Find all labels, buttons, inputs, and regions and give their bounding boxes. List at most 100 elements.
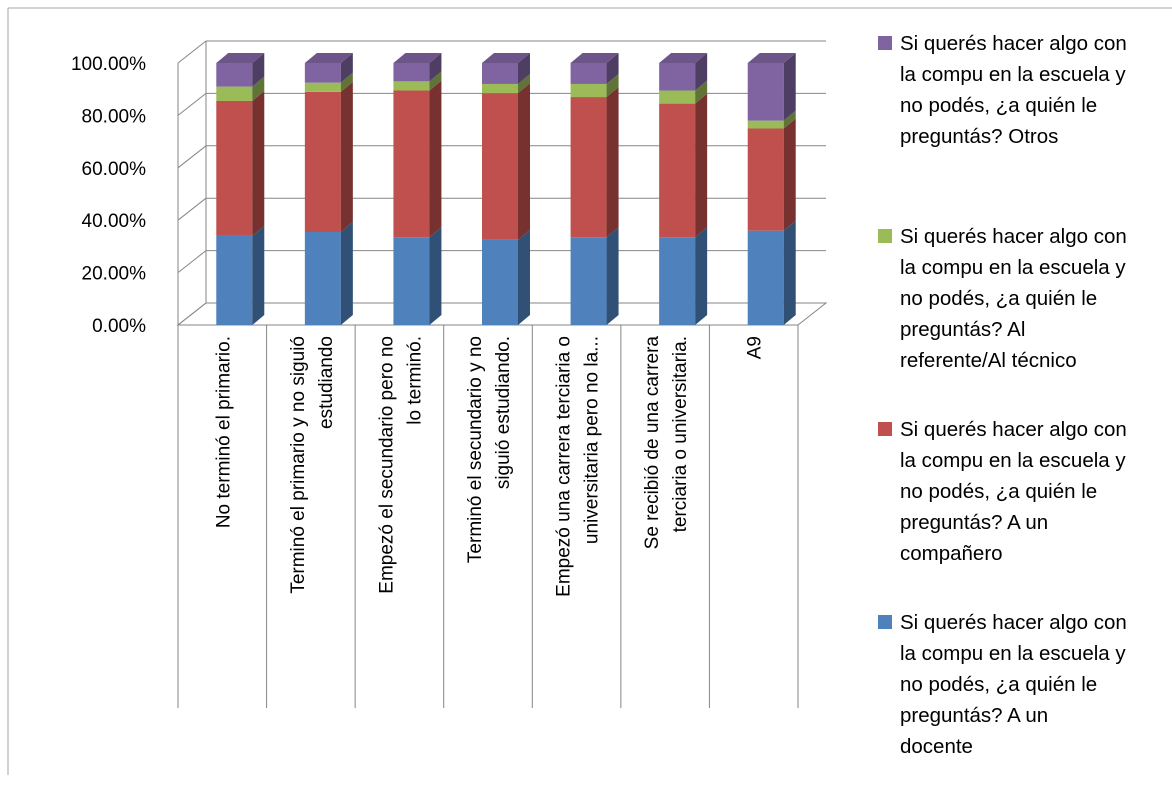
- x-tick-label-line: Empezó una carrera terciaria o: [554, 336, 575, 597]
- y-tick-label: 80.00%: [82, 106, 147, 127]
- bar-segment: [216, 90, 265, 236]
- legend-label-line: la compu en la escuela y: [900, 642, 1126, 665]
- bar-top: [659, 53, 708, 63]
- bar-side: [518, 53, 530, 84]
- legend-label-line: preguntás? A un: [900, 704, 1049, 727]
- x-tick-label-line: A9: [745, 336, 766, 359]
- bar-front: [304, 63, 341, 83]
- legend-label-line: Si querés hacer algo con: [900, 32, 1127, 55]
- bar-segment: [747, 220, 796, 325]
- legend-label: Si querés hacer algo con la compu en la e…: [900, 607, 1168, 762]
- bar-segment: [482, 53, 530, 84]
- bar-side: [429, 80, 442, 238]
- bar-segment: [747, 110, 796, 129]
- bar-front: [570, 97, 607, 238]
- bar-side: [252, 53, 265, 87]
- legend-label-line: no podés, ¿a quién le: [900, 94, 1098, 117]
- x-tick-label-line: terciaria o universitaria.: [670, 336, 691, 532]
- bar-segment: [304, 221, 353, 325]
- bar-side: [606, 227, 619, 325]
- bar-segment: [570, 227, 619, 325]
- legend-swatch: [878, 422, 892, 436]
- x-tick-label-line: estudiando: [316, 336, 337, 429]
- bar-side: [518, 83, 530, 240]
- y-tick-label: 100.00%: [71, 54, 146, 75]
- x-tick-label-line: lo terminó.: [404, 336, 425, 425]
- bar-side: [340, 81, 353, 232]
- bar-segment: [393, 227, 442, 325]
- x-tick-label: Empezó una carrera terciaria o universita…: [554, 336, 603, 597]
- bar-side: [695, 53, 708, 91]
- bar-side: [252, 90, 265, 236]
- x-tick-label: Terminó el secundario y no siguió estudia…: [465, 336, 514, 563]
- bar-segment: [216, 53, 265, 87]
- bar-front: [659, 103, 696, 238]
- legend-label-line: Si querés hacer algo con: [900, 225, 1127, 248]
- bar-front: [393, 237, 430, 325]
- gridline-side: [177, 40, 207, 64]
- bar-segment: [659, 227, 708, 325]
- legend-label-line: no podés, ¿a quién le: [900, 673, 1098, 696]
- bar-front: [216, 86, 253, 101]
- x-tick-label: No terminó el primario.: [213, 336, 234, 528]
- bar-front: [304, 82, 341, 92]
- bar-segment: [393, 71, 442, 91]
- bar-front: [304, 91, 341, 232]
- bar-front: [482, 239, 518, 325]
- bar-side: [429, 227, 442, 325]
- bar-segment: [304, 72, 353, 92]
- legend-label: Si querés hacer algo con la compu en la e…: [900, 28, 1168, 152]
- bar-segment: [747, 53, 796, 121]
- y-tick-label: 40.00%: [82, 211, 147, 232]
- bar-segment: [659, 53, 708, 91]
- x-tick-label: Se recibió de una carrera terciaria o uni…: [642, 336, 691, 550]
- bar-front: [570, 63, 607, 84]
- bar-side: [252, 76, 265, 101]
- bar-front: [747, 128, 784, 231]
- bar-side: [340, 53, 353, 83]
- bar-side: [783, 110, 796, 129]
- bar-segment: [304, 81, 353, 232]
- bar-front: [216, 235, 253, 325]
- legend-swatch: [878, 615, 892, 629]
- bar-front: [393, 81, 430, 91]
- bar-front: [482, 83, 518, 94]
- bar-side: [695, 80, 708, 104]
- bar-front: [304, 231, 341, 325]
- bar-front: [747, 63, 784, 121]
- bar-front: [747, 230, 784, 325]
- bar-side: [695, 227, 708, 325]
- bar-segment: [659, 93, 708, 238]
- x-tick-label-line: Terminó el secundario y no: [465, 336, 486, 563]
- x-tick-label-line: Empezó el secundario pero no: [376, 336, 397, 594]
- legend-label: Si querés hacer algo con la compu en la e…: [900, 414, 1168, 569]
- legend-label-line: docente: [900, 735, 973, 758]
- x-tick-label: Terminó el primario y no siguió estudiand…: [288, 336, 337, 594]
- bar-segment: [393, 80, 442, 238]
- bar-segment: [304, 53, 353, 83]
- bar-top: [482, 53, 530, 63]
- bar-front: [570, 237, 607, 325]
- legend-label-line: no podés, ¿a quién le: [900, 287, 1098, 310]
- bar-side: [606, 87, 619, 238]
- gridline-side: [177, 93, 207, 116]
- x-tick-label-line: universitaria pero no la...: [582, 336, 603, 544]
- y-tick-label: 20.00%: [82, 264, 147, 285]
- legend-label-line: preguntás? Otros: [900, 125, 1059, 148]
- x-tick-label-line: No terminó el primario.: [213, 336, 234, 528]
- bar-side: [783, 220, 796, 325]
- bar-segment: [482, 229, 530, 325]
- bar-front: [216, 100, 253, 236]
- bar-side: [518, 73, 530, 94]
- bar-segment: [747, 118, 796, 231]
- bar-side: [252, 225, 265, 325]
- gridline-side: [177, 145, 207, 169]
- bar-front: [659, 63, 696, 91]
- bar-side: [606, 73, 619, 98]
- legend-label-line: preguntás? Al: [900, 318, 1026, 341]
- legend-swatch: [878, 229, 892, 243]
- bar-side: [783, 53, 796, 121]
- bar-segment: [570, 87, 619, 238]
- bar-top: [216, 53, 265, 63]
